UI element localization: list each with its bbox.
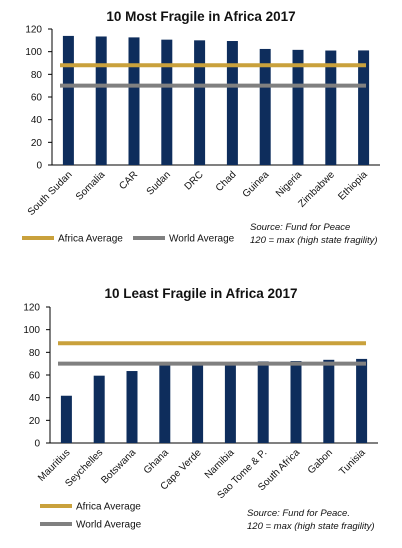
bar-car <box>128 37 140 165</box>
y-tick-label: 0 <box>36 161 42 172</box>
legend-label-africa-average: Africa Average <box>76 502 141 513</box>
bar-drc <box>194 40 206 166</box>
y-tick-label: 100 <box>25 47 42 58</box>
category-label-botswana: Botswana <box>99 447 138 486</box>
legend: Africa Average World Average <box>40 502 142 531</box>
bar-zimbabwe <box>325 50 337 165</box>
y-tick-label: 80 <box>29 348 41 359</box>
bar-ethiopia <box>358 50 370 165</box>
bar-sao-tome-p <box>257 361 269 443</box>
bars <box>60 358 368 443</box>
y-tick-label: 100 <box>23 325 40 336</box>
bar-guinea <box>259 48 271 165</box>
category-label-zimbabwe: Zimbabwe <box>297 169 338 210</box>
y-axis-ticks: 0 20 40 60 80 100 120 <box>23 303 50 450</box>
y-tick-label: 60 <box>29 371 41 382</box>
category-label-nigeria: Nigeria <box>274 169 304 199</box>
chart-title: 10 Least Fragile in Africa 2017 <box>104 286 297 301</box>
bar-somalia <box>95 36 107 166</box>
y-tick-label: 120 <box>23 303 40 314</box>
category-label-guinea: Guinea <box>241 169 272 200</box>
bar-tunisia <box>356 358 368 443</box>
y-tick-label: 80 <box>31 70 43 81</box>
most-fragile-chart: 10 Most Fragile in Africa 2017 0 20 40 60 80… <box>22 9 380 246</box>
bar-nigeria <box>292 49 304 165</box>
bar-cape-verde <box>192 363 204 443</box>
bar-namibia <box>224 363 236 443</box>
category-label-ethiopia: Ethiopia <box>336 169 370 203</box>
chart-title: 10 Most Fragile in Africa 2017 <box>106 9 295 24</box>
y-tick-label: 40 <box>29 393 41 404</box>
bars <box>62 35 370 166</box>
legend-label-world-average: World Average <box>169 234 235 245</box>
y-tick-label: 20 <box>31 138 43 149</box>
category-labels: South Sudan Somalia CAR Sudan DRC Chad Guinea N… <box>26 169 370 218</box>
scale-note: 120 = max (high state fragility) <box>247 521 375 532</box>
bar-sudan <box>161 39 173 165</box>
legend-label-africa-average: Africa Average <box>58 234 123 245</box>
y-axis-ticks: 0 20 40 60 80 100 120 <box>25 25 52 172</box>
y-tick-label: 20 <box>29 416 41 427</box>
category-label-south-sudan: South Sudan <box>26 169 75 218</box>
source-note: Source: Fund for Peace <box>250 222 350 233</box>
bar-chad <box>226 41 238 165</box>
category-label-somalia: Somalia <box>74 169 108 203</box>
category-label-tunisia: Tunisia <box>337 447 368 478</box>
bar-ghana <box>159 363 171 443</box>
y-tick-label: 40 <box>31 115 43 126</box>
category-label-sudan: Sudan <box>145 169 173 197</box>
bar-south-africa <box>290 361 302 443</box>
bar-seychelles <box>93 375 105 443</box>
bar-botswana <box>126 371 138 443</box>
category-label-gabon: Gabon <box>306 447 335 476</box>
bar-gabon <box>323 359 335 443</box>
legend-label-world-average: World Average <box>76 520 142 531</box>
source-note: Source: Fund for Peace. <box>247 508 350 519</box>
category-label-chad: Chad <box>214 169 239 194</box>
y-tick-label: 0 <box>34 439 40 450</box>
category-label-car: CAR <box>117 169 140 192</box>
y-tick-label: 60 <box>31 93 43 104</box>
least-fragile-chart: 10 Least Fragile in Africa 2017 0 20 40 60 8… <box>23 286 378 532</box>
category-label-drc: DRC <box>183 169 206 192</box>
reference-lines <box>60 63 366 88</box>
legend: Africa Average World Average <box>22 234 235 245</box>
category-label-ghana: Ghana <box>142 447 171 476</box>
bar-south-sudan <box>62 35 74 166</box>
reference-lines <box>58 341 366 366</box>
scale-note: 120 = max (high state fragility) <box>250 235 378 246</box>
bar-mauritius <box>60 395 72 443</box>
y-tick-label: 120 <box>25 25 42 36</box>
